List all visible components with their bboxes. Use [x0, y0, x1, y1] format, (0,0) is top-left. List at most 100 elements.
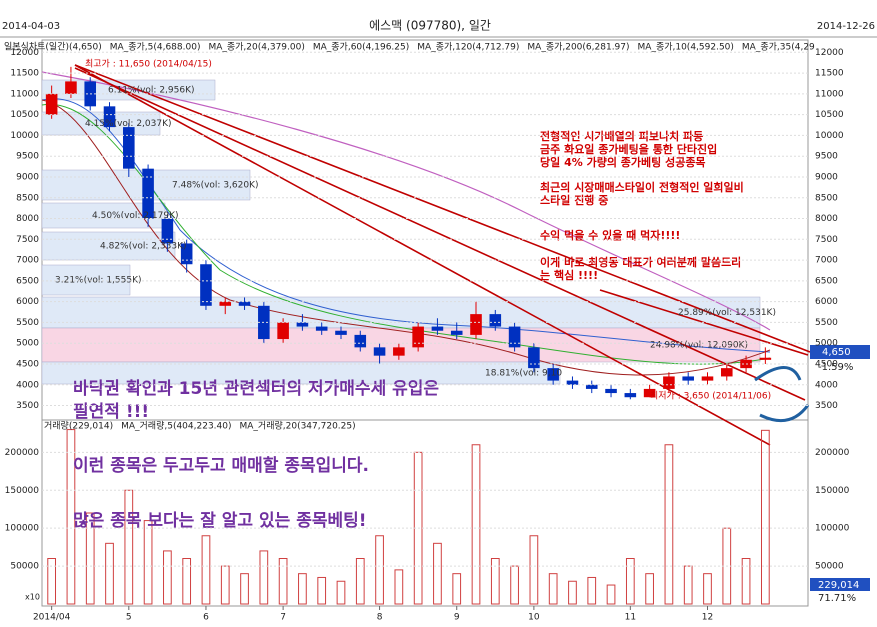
x-tick-label: 9 — [454, 613, 460, 623]
legend-entry: MA_종가,120(4,712.79) — [417, 42, 519, 53]
volume-bar — [47, 558, 57, 605]
volume-bar — [201, 535, 211, 605]
volume-profile-label: 4.82%(vol: 2,333K) — [100, 242, 187, 252]
candle-body — [759, 357, 772, 360]
x-tick-label: 6 — [203, 613, 209, 623]
y-tick-label: 11500 — [10, 69, 39, 79]
x-tick-label: 8 — [377, 613, 383, 623]
y-tick-label: 4000 — [16, 380, 39, 390]
candle-body — [412, 326, 424, 348]
volume-bar — [394, 569, 404, 605]
annotation: 금주 화요일 종가베팅을 통한 단타진입 — [540, 142, 717, 156]
y-tick-label: 3500 — [16, 401, 39, 411]
y-tick-label: 150000 — [5, 486, 40, 496]
candle-body — [296, 322, 309, 327]
candle-body — [470, 314, 482, 335]
legend-entry: MA_종가,5(4,688.00) — [110, 42, 201, 53]
y-tick-label: 11000 — [10, 89, 39, 99]
legend-entry: 거래량(229,014) — [44, 420, 113, 432]
end-date: 2014-12-26 — [817, 21, 875, 32]
annotation: 많은 종목 보다는 잘 알고 있는 종목베팅! — [73, 510, 367, 531]
candle-body — [103, 106, 116, 128]
y-tick-label: 5500 — [16, 318, 39, 328]
y2-tick-label: 150000 — [815, 486, 850, 496]
y2-tick-label: 10500 — [815, 110, 844, 120]
candle-body — [180, 243, 193, 265]
x-tick-label: 2014/04 — [33, 613, 71, 623]
candle-body — [315, 326, 328, 331]
y2-tick-label: 4000 — [815, 380, 838, 390]
legend-entry: MA_거래량,5(404,223.40) — [121, 420, 231, 432]
y-tick-label: 10500 — [10, 110, 39, 120]
y-tick-label: 12000 — [10, 48, 39, 58]
volume-profile-box — [41, 361, 561, 385]
y2-tick-label: 6000 — [815, 297, 838, 307]
change-label: -1.59% — [818, 362, 853, 373]
y2-tick-label: 10000 — [815, 131, 844, 141]
y-tick-label: 200000 — [5, 448, 40, 458]
volume-profile-label: 18.81%(vol: 9,10 — [485, 369, 562, 379]
annotation: 스타일 진행 중 — [540, 193, 608, 207]
volume-bar — [85, 512, 95, 605]
volume-bar — [240, 573, 249, 605]
candle-body — [238, 301, 251, 306]
y-tick-label: 9500 — [16, 152, 39, 162]
candle-body — [643, 388, 656, 398]
candle-body — [123, 127, 135, 169]
ma-line — [41, 99, 771, 376]
volume-bar — [298, 573, 307, 605]
candle-body — [431, 326, 444, 331]
y-tick-label: 4500 — [16, 359, 39, 369]
x-tick-label: 5 — [126, 613, 132, 623]
candle-body — [585, 384, 598, 389]
volume-bar — [124, 489, 134, 605]
price-label: 4,650 — [822, 347, 851, 358]
legend-entry: MA_종가,20(4,379.00) — [208, 42, 304, 53]
volume-bar — [490, 558, 500, 605]
y-tick-label: 6500 — [16, 276, 39, 286]
chart-title: 에스맥 (097780), 일간 — [369, 19, 491, 33]
volume-bar — [645, 573, 654, 605]
volume-bar — [317, 576, 327, 605]
y2-tick-label: 6500 — [815, 276, 838, 286]
volume-bar — [220, 565, 230, 605]
candle-body — [547, 368, 559, 381]
volume-profile-box — [41, 231, 176, 261]
low-label: 최저가 : 3,650 (2014/11/06) — [650, 391, 771, 402]
volume-bar — [452, 573, 462, 605]
annotation: 수익 먹을 수 있을 때 먹자!!!! — [540, 228, 680, 242]
annotation: 당일 4% 가량의 종가베팅 성공종목 — [540, 155, 706, 169]
candle-body — [663, 376, 675, 389]
y2-tick-label: 50000 — [815, 562, 844, 572]
candle-body — [528, 347, 540, 369]
candle-body — [373, 347, 386, 356]
y2-tick-label: 5000 — [815, 339, 838, 349]
volume-bar — [355, 558, 365, 605]
legend-entry: MA_종가,200(6,281.97) — [527, 42, 629, 53]
candle-body — [450, 330, 463, 335]
volume-bar — [259, 550, 269, 605]
candle-body — [489, 314, 502, 327]
volume-bar — [587, 576, 597, 605]
y-tick-label: 7500 — [16, 235, 39, 245]
volume-bar — [105, 542, 114, 605]
ma-line — [41, 71, 771, 331]
volume-bar — [703, 573, 712, 605]
candle-body — [161, 218, 174, 244]
volume-panel — [41, 419, 809, 607]
price-chip — [810, 345, 870, 359]
volume-bar — [163, 550, 172, 605]
volume-bar — [760, 429, 770, 605]
volume-bar — [548, 573, 558, 605]
volume-bar — [143, 520, 153, 605]
volume-bar — [683, 565, 693, 605]
volume-profile-label: 7.48%(vol: 3,620K) — [172, 181, 259, 191]
candle-body — [605, 388, 617, 394]
ma-line — [41, 98, 771, 353]
y-tick-label: 9000 — [16, 172, 39, 182]
start-date: 2014-04-03 — [2, 21, 60, 32]
y-tick-label: 5000 — [16, 339, 39, 349]
volume-profile-box — [41, 296, 761, 329]
volume-profile-label: 4.15%(vol: 2,037K) — [85, 119, 172, 129]
annotation: 전형적인 시가배열의 피보나치 파동 — [540, 129, 703, 143]
